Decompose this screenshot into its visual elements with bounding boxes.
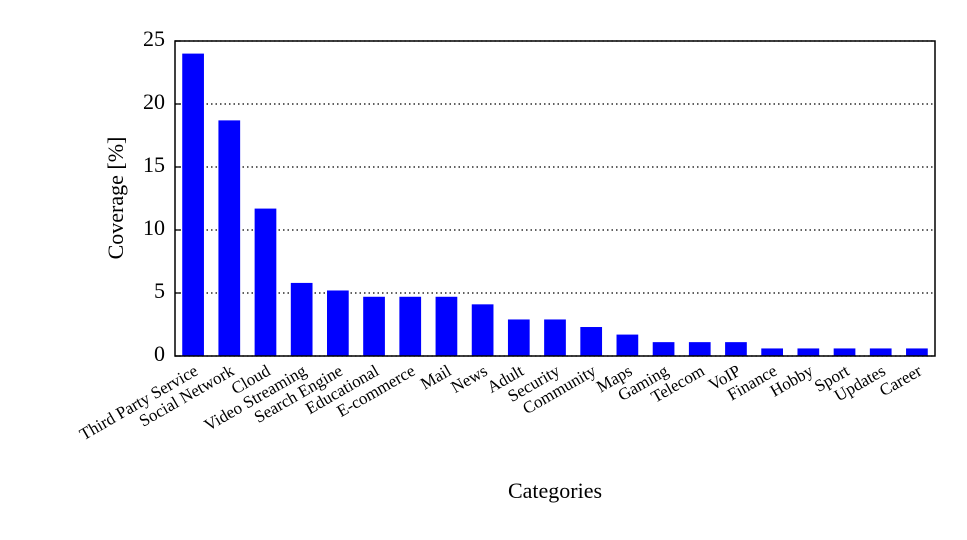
x-axis-label: Categories [508,478,602,503]
bar [761,348,783,356]
bar [218,120,241,356]
plot-frame [174,40,936,357]
x-tick-label: News [448,361,491,397]
bar [797,348,820,356]
y-tick-label: 10 [143,215,165,240]
bar [363,296,385,356]
bar [399,296,422,356]
y-tick-label: 15 [143,152,165,177]
bar [869,348,892,356]
x-tick-label: Mail [417,361,455,394]
bar [182,53,204,356]
bar [688,342,711,356]
y-axis-label: Coverage [%] [103,137,128,260]
bar [833,348,856,356]
y-tick-label: 25 [143,26,165,51]
bar [435,296,458,356]
x-tick-label: Hobby [767,361,817,401]
bar [544,319,566,356]
y-tick-label: 0 [154,341,165,366]
bar [616,334,639,356]
bar [725,342,747,356]
bar [580,327,603,356]
bar [471,304,494,356]
bar [906,348,928,356]
bar [290,282,313,356]
y-tick-label: 5 [154,278,165,303]
x-tick-label: Career [876,361,925,400]
bar [652,342,675,356]
bar [254,208,277,356]
bar [327,290,349,356]
bar [507,319,530,356]
y-tick-label: 20 [143,89,165,114]
